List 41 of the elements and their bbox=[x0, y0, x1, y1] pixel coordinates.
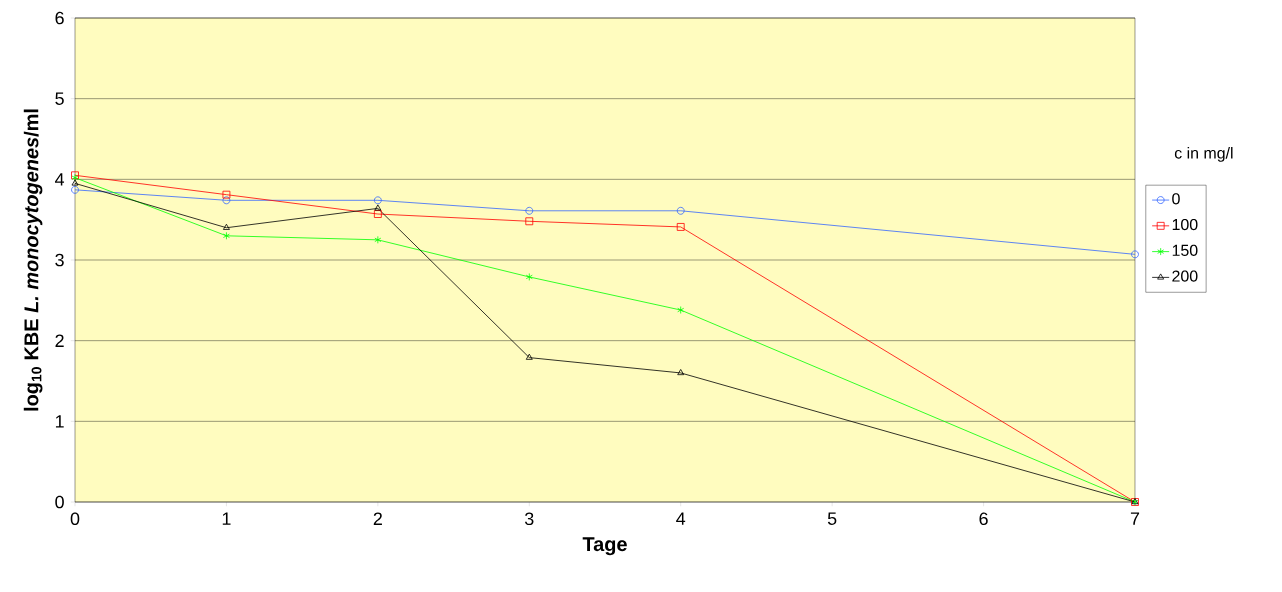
point bbox=[374, 204, 382, 211]
point bbox=[71, 179, 79, 186]
point bbox=[374, 235, 382, 244]
point bbox=[373, 210, 382, 218]
point bbox=[525, 206, 534, 215]
x-tick-label: 1 bbox=[222, 512, 231, 525]
x-tick-label: 2 bbox=[373, 512, 382, 525]
legend-label: 0 bbox=[1172, 193, 1180, 205]
x-tick-label: 5 bbox=[827, 512, 837, 525]
x-tick-label: 4 bbox=[676, 512, 686, 525]
point bbox=[223, 223, 230, 230]
point bbox=[677, 369, 685, 376]
y-tick-label: 2 bbox=[55, 334, 64, 347]
x-tick-label: 3 bbox=[524, 512, 534, 526]
point bbox=[676, 206, 685, 215]
point bbox=[525, 273, 533, 281]
point bbox=[71, 185, 79, 194]
legend-label: 150 bbox=[1172, 244, 1198, 256]
legend-label: 100 bbox=[1172, 218, 1198, 231]
y-tick-label: 4 bbox=[55, 173, 65, 186]
x-tick-label: 6 bbox=[979, 512, 988, 526]
point bbox=[222, 196, 231, 205]
legend-label: 200 bbox=[1172, 270, 1198, 282]
point bbox=[1131, 250, 1139, 259]
legend-title: c in mg/l bbox=[1174, 147, 1233, 162]
y-tick-label: 0 bbox=[55, 495, 64, 509]
y-tick-label: 6 bbox=[55, 11, 64, 25]
x-tick-label: 0 bbox=[70, 512, 80, 526]
y-tick-label: 3 bbox=[55, 253, 64, 267]
point bbox=[676, 223, 685, 231]
y-axis-title: log$_{10}$ KBE L. monocytogenes/ml bbox=[23, 109, 43, 411]
y-tick-label: 5 bbox=[55, 92, 64, 105]
point bbox=[223, 231, 230, 240]
point bbox=[373, 196, 382, 205]
x-tick-label: 7 bbox=[1130, 512, 1140, 525]
point bbox=[525, 217, 534, 226]
x-axis-title: Tage bbox=[582, 537, 627, 556]
point bbox=[222, 190, 231, 199]
point bbox=[525, 353, 533, 360]
y-tick-label: 1 bbox=[55, 415, 64, 428]
point bbox=[677, 306, 685, 314]
